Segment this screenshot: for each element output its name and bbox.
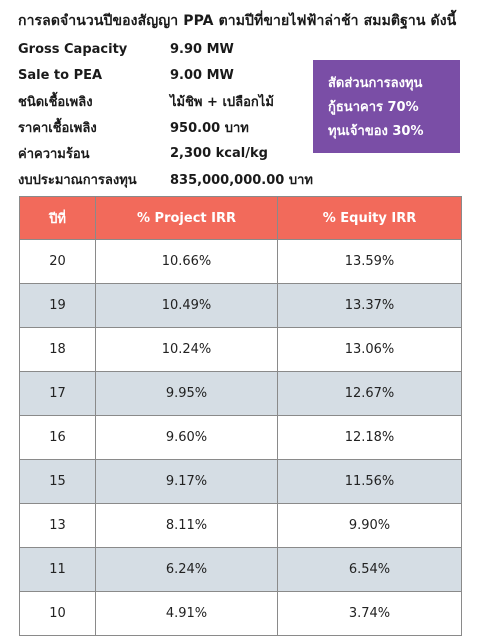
spec-label: ค่าความร้อน: [18, 146, 90, 162]
cell-year: 18: [19, 327, 96, 372]
bank-loan-ratio: กู้ธนาคาร 70%: [328, 100, 419, 115]
spec-value: 9.90 MW: [170, 41, 234, 57]
cell-year: 10: [19, 591, 96, 636]
spec-row-investment-budget: งบประมาณการลงทุน 835,000,000.00 บาท: [18, 166, 318, 192]
page-title: การลดจำนวนปีของสัญญา PPA ตามปีที่ขายไฟฟ้…: [18, 13, 457, 29]
cell-year: 17: [19, 371, 96, 416]
cell-year: 20: [19, 239, 96, 284]
cell-equity-irr: 6.54%: [277, 547, 462, 592]
spec-value: 950.00 บาท: [170, 120, 249, 136]
spec-value: ไม้ชิพ + เปลือกไม้: [170, 94, 274, 110]
column-header-year: ปีที่: [19, 196, 96, 240]
table-row: 10 4.91% 3.74%: [19, 591, 462, 636]
cell-equity-irr: 12.18%: [277, 415, 462, 460]
cell-project-irr: 9.17%: [95, 459, 278, 504]
table-row: 17 9.95% 12.67%: [19, 371, 462, 416]
spec-label: งบประมาณการลงทุน: [18, 172, 137, 188]
cell-year: 19: [19, 283, 96, 328]
cell-project-irr: 9.95%: [95, 371, 278, 416]
cell-year: 11: [19, 547, 96, 592]
spec-row-fuel-price: ราคาเชื้อเพลิง 950.00 บาท: [18, 114, 318, 140]
spec-row-heating-value: ค่าความร้อน 2,300 kcal/kg: [18, 140, 318, 166]
spec-label: ราคาเชื้อเพลิง: [18, 120, 97, 136]
cell-equity-irr: 13.59%: [277, 239, 462, 284]
investment-ratio-box: สัดส่วนการลงทุน กู้ธนาคาร 70% ทุนเจ้าของ…: [313, 60, 460, 153]
spec-row-fuel-type: ชนิดเชื้อเพลิง ไม้ชิพ + เปลือกไม้: [18, 88, 318, 114]
cell-project-irr: 10.24%: [95, 327, 278, 372]
investment-ratio-heading: สัดส่วนการลงทุน: [328, 76, 423, 91]
cell-project-irr: 10.49%: [95, 283, 278, 328]
irr-table: ปีที่ % Project IRR % Equity IRR 20 10.6…: [19, 196, 462, 636]
spec-value: 835,000,000.00 บาท: [170, 172, 313, 188]
cell-equity-irr: 13.06%: [277, 327, 462, 372]
cell-year: 16: [19, 415, 96, 460]
spec-label: Sale to PEA: [18, 67, 103, 83]
table-row: 15 9.17% 11.56%: [19, 459, 462, 504]
cell-project-irr: 6.24%: [95, 547, 278, 592]
spec-label: ชนิดเชื้อเพลิง: [18, 94, 93, 110]
spec-row-sale-to-pea: Sale to PEA 9.00 MW: [18, 62, 318, 88]
cell-equity-irr: 3.74%: [277, 591, 462, 636]
table-row: 13 8.11% 9.90%: [19, 503, 462, 548]
cell-equity-irr: 11.56%: [277, 459, 462, 504]
table-row: 11 6.24% 6.54%: [19, 547, 462, 592]
owner-equity-ratio: ทุนเจ้าของ 30%: [328, 124, 424, 139]
spec-value: 2,300 kcal/kg: [170, 145, 268, 161]
assumption-list: Gross Capacity 9.90 MW Sale to PEA 9.00 …: [18, 36, 318, 192]
table-row: 18 10.24% 13.06%: [19, 327, 462, 372]
table-row: 20 10.66% 13.59%: [19, 239, 462, 284]
table-row: 16 9.60% 12.18%: [19, 415, 462, 460]
cell-project-irr: 4.91%: [95, 591, 278, 636]
cell-equity-irr: 12.67%: [277, 371, 462, 416]
column-header-project-irr: % Project IRR: [95, 196, 278, 240]
table-header-row: ปีที่ % Project IRR % Equity IRR: [19, 196, 462, 240]
table-row: 19 10.49% 13.37%: [19, 283, 462, 328]
column-header-equity-irr: % Equity IRR: [277, 196, 462, 240]
cell-equity-irr: 13.37%: [277, 283, 462, 328]
cell-project-irr: 9.60%: [95, 415, 278, 460]
cell-equity-irr: 9.90%: [277, 503, 462, 548]
cell-year: 15: [19, 459, 96, 504]
cell-project-irr: 8.11%: [95, 503, 278, 548]
spec-label: Gross Capacity: [18, 41, 128, 57]
cell-project-irr: 10.66%: [95, 239, 278, 284]
spec-row-gross-capacity: Gross Capacity 9.90 MW: [18, 36, 318, 62]
cell-year: 13: [19, 503, 96, 548]
spec-value: 9.00 MW: [170, 67, 234, 83]
